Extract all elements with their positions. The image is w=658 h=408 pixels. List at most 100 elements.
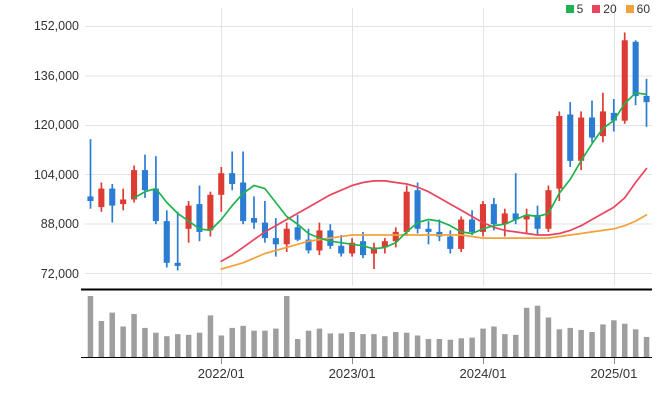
- candle-body: [218, 173, 225, 195]
- volume-bar: [447, 339, 454, 357]
- candle-body: [381, 241, 388, 248]
- candle-body: [490, 204, 497, 225]
- candle-body: [567, 114, 574, 161]
- candle-body: [120, 199, 127, 205]
- legend-item-ma20: 20: [592, 3, 617, 15]
- ma60-line: [220, 214, 648, 270]
- volume-bar: [458, 338, 464, 357]
- candle-body: [523, 214, 530, 220]
- volume-bar: [349, 332, 355, 357]
- volume-bar: [175, 334, 181, 357]
- volume-bar: [338, 333, 344, 357]
- candle-body: [469, 219, 476, 232]
- candle-body: [643, 95, 650, 103]
- candle-body: [589, 117, 596, 138]
- candle-body: [501, 213, 508, 225]
- volume-bar: [611, 320, 617, 357]
- volume-bar: [403, 332, 410, 357]
- candle-body: [174, 262, 181, 266]
- volume-bar: [513, 334, 519, 357]
- volume-bar: [491, 326, 497, 357]
- volume-bar: [294, 339, 301, 357]
- candle-body: [185, 205, 192, 229]
- volume-bar: [142, 327, 148, 357]
- y-axis: 152,000 136,000 120,000 104,000 88,000 72,000: [0, 0, 79, 288]
- candle-body: [370, 247, 377, 254]
- volume-bar: [622, 323, 628, 357]
- candle-body: [599, 111, 606, 137]
- x-axis-label: 2023/01: [328, 366, 376, 381]
- y-axis-label: 120,000: [33, 118, 79, 133]
- candle-body: [545, 190, 552, 229]
- candle-body: [392, 231, 399, 242]
- candle-body: [98, 188, 105, 208]
- volume-bar: [196, 332, 203, 357]
- volume-bar: [153, 332, 159, 357]
- volume-bar: [382, 336, 388, 357]
- x-axis: 2022/01 2023/01 2024/01 2025/01: [0, 366, 658, 390]
- candle-body: [610, 112, 617, 121]
- candle-body: [163, 221, 170, 263]
- candle-body: [272, 238, 279, 245]
- volume-bar: [229, 327, 235, 357]
- y-axis-label: 104,000: [33, 167, 79, 182]
- candle-body: [447, 236, 454, 249]
- volume-bar: [109, 312, 115, 357]
- volume-bar: [534, 305, 541, 357]
- volume-bar: [425, 339, 432, 357]
- volume-bar: [218, 335, 225, 357]
- volume-bar: [523, 307, 530, 357]
- candle-body: [87, 196, 94, 201]
- legend-item-ma60: 60: [625, 2, 650, 16]
- legend-item-ma5: 5: [565, 2, 584, 16]
- legend-label-ma60: 60: [636, 2, 650, 16]
- ma20-line: [220, 167, 648, 263]
- volume-bar: [436, 339, 443, 357]
- volume-bar: [393, 332, 399, 357]
- volume-bar: [480, 328, 486, 357]
- volume-bar: [632, 329, 639, 357]
- volume-bar: [360, 334, 366, 357]
- y-axis-label: 136,000: [33, 68, 79, 83]
- volume-bar: [414, 335, 421, 357]
- candle-body: [207, 194, 214, 231]
- y-axis-label: 72,000: [40, 266, 79, 281]
- candle-body: [425, 228, 432, 232]
- volume-bar: [502, 334, 508, 357]
- candle-body: [109, 188, 116, 206]
- volume-bar: [284, 296, 290, 357]
- candle-body: [261, 222, 268, 239]
- candle-body: [251, 218, 258, 223]
- candle-body: [294, 227, 301, 240]
- volume-bar: [556, 329, 563, 357]
- volume-bar: [164, 336, 170, 357]
- candle-body: [196, 204, 203, 232]
- volume-bar: [240, 325, 246, 357]
- y-axis-label: 152,000: [33, 19, 79, 34]
- candle-body: [240, 182, 247, 222]
- chart-legend: 5 20 60: [565, 2, 650, 16]
- volume-bar: [469, 337, 475, 357]
- candle-body: [305, 239, 312, 251]
- volume-bar: [545, 317, 552, 357]
- volume-bar: [87, 296, 94, 357]
- volume-bar: [578, 330, 584, 357]
- candle-body: [414, 190, 421, 229]
- legend-swatch-ma60: [625, 5, 634, 13]
- volume-bar: [185, 334, 192, 357]
- volume-bar: [643, 336, 650, 357]
- candle-body: [479, 204, 486, 232]
- y-axis-label: 88,000: [40, 217, 79, 232]
- ma5-line: [133, 91, 648, 250]
- volume-bar: [251, 330, 257, 357]
- legend-label-ma5: 5: [576, 2, 584, 16]
- candle-body: [578, 117, 585, 161]
- volume-bar: [600, 324, 606, 357]
- volume-bar: [305, 330, 312, 357]
- candle-body: [556, 116, 563, 189]
- candle-body: [512, 213, 519, 220]
- x-axis-label: 2022/01: [197, 366, 245, 381]
- candle-body: [534, 214, 541, 229]
